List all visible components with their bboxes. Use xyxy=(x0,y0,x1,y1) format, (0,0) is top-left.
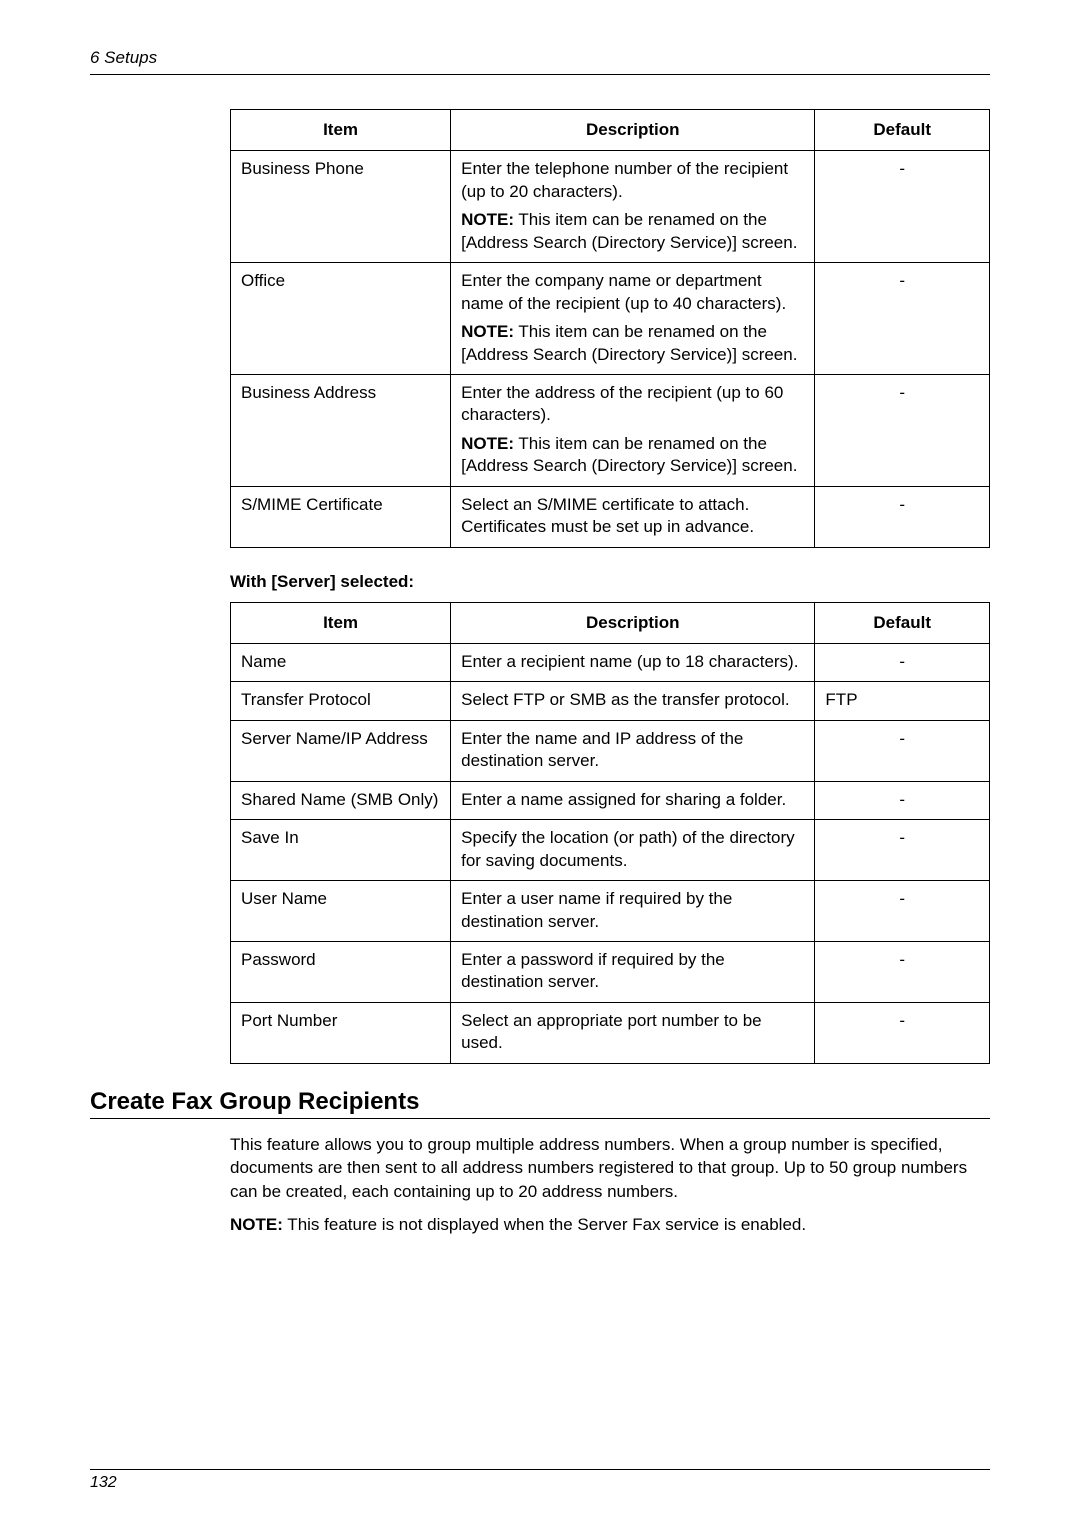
table-row: Save In Specify the location (or path) o… xyxy=(231,820,990,881)
page-number: 132 xyxy=(90,1474,990,1492)
footer-rule xyxy=(90,1469,990,1470)
cell-item: Business Phone xyxy=(231,151,451,263)
cell-default: - xyxy=(815,486,990,547)
note-label: NOTE: xyxy=(230,1215,283,1234)
table-row: Server Name/IP Address Enter the name an… xyxy=(231,720,990,781)
note-label: NOTE: xyxy=(461,210,514,229)
cell-default: - xyxy=(815,1002,990,1063)
desc-note: NOTE: This item can be renamed on the [A… xyxy=(461,321,804,366)
cell-item: Office xyxy=(231,263,451,375)
heading-create-fax-group: Create Fax Group Recipients xyxy=(90,1088,990,1116)
section-para: This feature allows you to group multipl… xyxy=(230,1133,990,1203)
table-row: S/MIME Certificate Select an S/MIME cert… xyxy=(231,486,990,547)
desc-text: Enter the telephone number of the recipi… xyxy=(461,158,804,203)
cell-default: - xyxy=(815,781,990,819)
cell-default: - xyxy=(815,720,990,781)
cell-description: Enter a user name if required by the des… xyxy=(451,881,815,942)
table-caption-server: With [Server] selected: xyxy=(230,572,990,592)
cell-default: - xyxy=(815,374,990,486)
page-footer: 132 xyxy=(90,1469,990,1492)
cell-description: Enter the name and IP address of the des… xyxy=(451,720,815,781)
note-label: NOTE: xyxy=(461,322,514,341)
note-label: NOTE: xyxy=(461,434,514,453)
cell-item: Transfer Protocol xyxy=(231,682,451,720)
col-header-description: Description xyxy=(451,602,815,643)
desc-text: Enter the address of the recipient (up t… xyxy=(461,382,804,427)
cell-description: Enter the company name or department nam… xyxy=(451,263,815,375)
running-header: 6 Setups xyxy=(90,48,990,75)
cell-item: Business Address xyxy=(231,374,451,486)
cell-description: Enter a password if required by the dest… xyxy=(451,941,815,1002)
table-row: Password Enter a password if required by… xyxy=(231,941,990,1002)
desc-note: NOTE: This item can be renamed on the [A… xyxy=(461,209,804,254)
cell-item: S/MIME Certificate xyxy=(231,486,451,547)
cell-item: Port Number xyxy=(231,1002,451,1063)
cell-default: - xyxy=(815,644,990,682)
note-text: This feature is not displayed when the S… xyxy=(283,1215,806,1234)
cell-default: - xyxy=(815,820,990,881)
cell-default: - xyxy=(815,263,990,375)
cell-item: User Name xyxy=(231,881,451,942)
cell-description: Specify the location (or path) of the di… xyxy=(451,820,815,881)
table-row: Port Number Select an appropriate port n… xyxy=(231,1002,990,1063)
cell-description: Enter a name assigned for sharing a fold… xyxy=(451,781,815,819)
table-row: User Name Enter a user name if required … xyxy=(231,881,990,942)
table-header-row: Item Description Default xyxy=(231,602,990,643)
table-row: Shared Name (SMB Only) Enter a name assi… xyxy=(231,781,990,819)
cell-item: Server Name/IP Address xyxy=(231,720,451,781)
cell-description: Select FTP or SMB as the transfer protoc… xyxy=(451,682,815,720)
cell-default: - xyxy=(815,881,990,942)
heading-rule xyxy=(90,1118,990,1119)
table-row: Name Enter a recipient name (up to 18 ch… xyxy=(231,644,990,682)
cell-default: - xyxy=(815,941,990,1002)
desc-text: Select an S/MIME certificate to attach. … xyxy=(461,494,804,539)
table-row: Transfer Protocol Select FTP or SMB as t… xyxy=(231,682,990,720)
cell-item: Password xyxy=(231,941,451,1002)
desc-text: Enter the company name or department nam… xyxy=(461,270,804,315)
table-header-row: Item Description Default xyxy=(231,110,990,151)
cell-item: Shared Name (SMB Only) xyxy=(231,781,451,819)
cell-item: Save In xyxy=(231,820,451,881)
cell-item: Name xyxy=(231,644,451,682)
col-header-description: Description xyxy=(451,110,815,151)
col-header-item: Item xyxy=(231,602,451,643)
table-row: Business Phone Enter the telephone numbe… xyxy=(231,151,990,263)
cell-default: FTP xyxy=(815,682,990,720)
table-row: Business Address Enter the address of th… xyxy=(231,374,990,486)
col-header-item: Item xyxy=(231,110,451,151)
cell-description: Enter the address of the recipient (up t… xyxy=(451,374,815,486)
table-recipient-fields: Item Description Default Business Phone … xyxy=(230,109,990,548)
col-header-default: Default xyxy=(815,602,990,643)
cell-description: Enter the telephone number of the recipi… xyxy=(451,151,815,263)
cell-description: Select an S/MIME certificate to attach. … xyxy=(451,486,815,547)
table-server-fields: Item Description Default Name Enter a re… xyxy=(230,602,990,1064)
desc-note: NOTE: This item can be renamed on the [A… xyxy=(461,433,804,478)
cell-default: - xyxy=(815,151,990,263)
cell-description: Select an appropriate port number to be … xyxy=(451,1002,815,1063)
section-note: NOTE: This feature is not displayed when… xyxy=(230,1213,990,1236)
table-row: Office Enter the company name or departm… xyxy=(231,263,990,375)
cell-description: Enter a recipient name (up to 18 charact… xyxy=(451,644,815,682)
col-header-default: Default xyxy=(815,110,990,151)
